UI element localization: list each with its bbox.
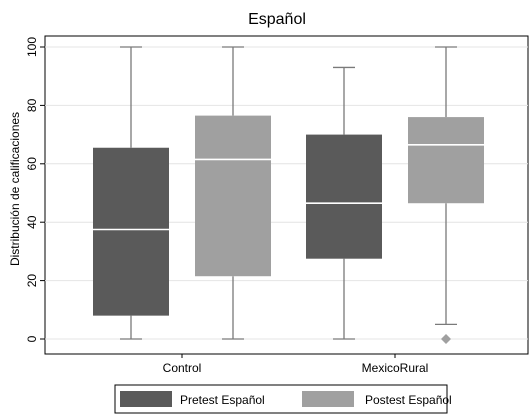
legend-swatch [302,391,354,407]
x-tick-label: MexicoRural [362,361,429,375]
y-tick-label: 100 [25,37,39,57]
y-axis: 0 20 40 60 80 100 [25,37,45,342]
legend-frame [114,384,448,414]
box-series [93,46,484,344]
box-0-1 [306,66,382,340]
legend-swatch [120,391,172,407]
legend-label: Pretest Español [180,393,265,407]
y-tick-label: 80 [25,98,39,112]
chart-title: Español [248,11,306,28]
box-iqr [306,134,382,259]
box-iqr [93,147,169,316]
box-0-0 [93,46,169,340]
legend-item-0: Pretest Español [120,391,265,407]
box-1-1 [408,46,484,344]
y-tick-label: 40 [25,215,39,229]
x-axis: Control MexicoRural [163,354,429,375]
y-tick-label: 60 [25,157,39,171]
x-tick-label: Control [163,361,202,375]
box-1-0 [195,46,271,340]
legend-item-1: Postest Español [302,391,452,407]
y-tick-label: 0 [25,335,39,342]
legend-label: Postest Español [365,393,452,407]
legend: Pretest Español Postest Español [114,384,452,414]
y-axis-label: Distribución de calificaciones [8,112,22,266]
box-iqr [408,117,484,204]
y-tick-label: 20 [25,274,39,288]
box-iqr [195,115,271,277]
outlier-point [441,334,451,344]
